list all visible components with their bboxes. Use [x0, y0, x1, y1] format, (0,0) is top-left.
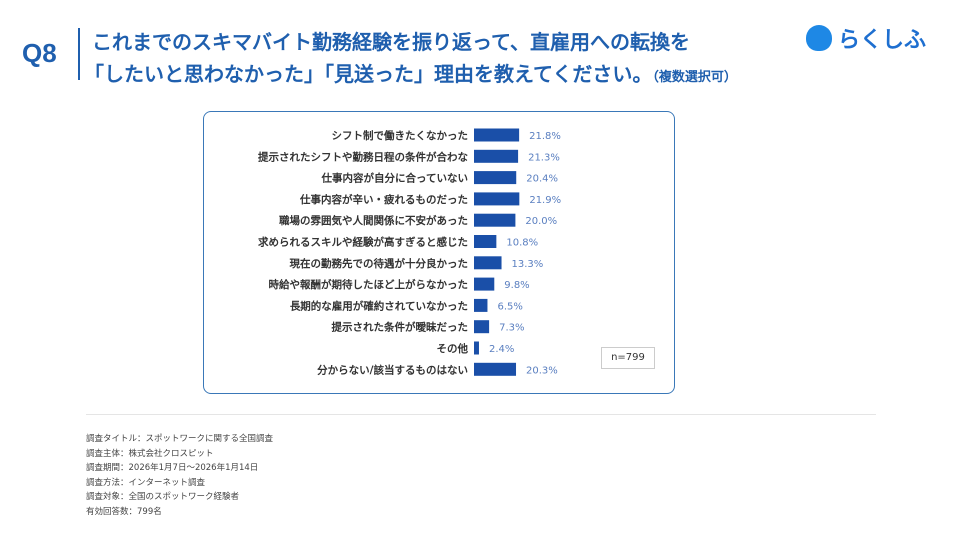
title-line-1: これまでのスキマバイト勤務経験を振り返って、直雇用への転換を	[92, 30, 690, 54]
bar	[474, 149, 519, 163]
note-period: 調査期間：2026年1月7日〜2026年1月14日	[86, 463, 259, 474]
category-label: 仕事内容が自分に合っていない	[321, 172, 468, 185]
survey-notes: 調査タイトル：スポットワークに関する全国調査 調査主体：株式会社クロスピット 調…	[86, 432, 273, 520]
category-label: 現在の勤務先での待遇が十分良かった	[290, 257, 469, 270]
value-label: 9.8%	[504, 280, 529, 291]
logo-drop-icon	[806, 25, 832, 51]
title-line-2-text: 「したいと思わなかった」「見送った」理由を教えてください。	[84, 62, 653, 86]
value-label: 6.5%	[497, 301, 522, 312]
category-label: 分からない/該当するものはない	[317, 363, 468, 376]
value-label: 20.4%	[526, 174, 558, 185]
note-responses: 有効回答数：799名	[86, 506, 162, 517]
category-label: 長期的な雇用が確約されていなかった	[290, 299, 468, 312]
bar	[474, 277, 495, 291]
value-label: 20.3%	[526, 365, 558, 376]
note-organizer: 調査主体：株式会社クロスピット	[86, 448, 214, 459]
divider	[78, 28, 80, 80]
sample-size: n=799	[601, 347, 655, 369]
bar	[474, 213, 516, 227]
value-label: 20.0%	[525, 216, 557, 227]
bar	[474, 128, 520, 142]
bar	[474, 235, 497, 248]
category-label: その他	[437, 342, 469, 355]
category-label: 提示された条件が曖昧だった	[332, 321, 469, 334]
note-method: 調査方法：インターネット調査	[86, 477, 206, 488]
value-label: 13.3%	[512, 259, 544, 270]
bar	[474, 171, 517, 185]
category-label: 職場の雰囲気や人間関係に不安があった	[279, 214, 468, 227]
divider-line	[86, 414, 876, 415]
category-label: 仕事内容が辛い・疲れるものだった	[299, 193, 468, 206]
value-label: 21.8%	[529, 131, 561, 142]
bar	[474, 298, 488, 312]
logo-text: らくしふ	[838, 28, 927, 53]
logo: らくしふ	[806, 22, 926, 54]
category-label: シフト制で働きたくなかった	[332, 129, 469, 142]
bar	[474, 192, 520, 206]
bar	[474, 256, 502, 270]
title-note: （複数選択可）	[652, 70, 737, 85]
question-number: Q8	[22, 38, 57, 68]
value-label: 10.8%	[506, 238, 538, 249]
bar	[474, 341, 479, 355]
category-label: 時給や報酬が期待したほど上がらなかった	[269, 278, 469, 291]
category-label: 提示されたシフトや勤務日程の条件が合わな	[258, 150, 468, 163]
note-target: 調査対象：全国のスポットワーク経験者	[86, 492, 240, 503]
chart-panel	[203, 111, 675, 394]
bar	[474, 362, 517, 376]
value-label: 21.9%	[529, 195, 561, 206]
value-label: 21.3%	[528, 152, 560, 163]
value-label: 2.4%	[489, 344, 514, 355]
title-line-2: 「したいと思わなかった」「見送った」理由を教えてください。（複数選択可）	[84, 58, 737, 87]
note-title: 調査タイトル：スポットワークに関する全国調査	[86, 434, 274, 444]
category-label: 求められるスキルや経験が高すぎると感じた	[258, 236, 468, 249]
bar	[474, 320, 490, 334]
value-label: 7.3%	[499, 323, 524, 334]
